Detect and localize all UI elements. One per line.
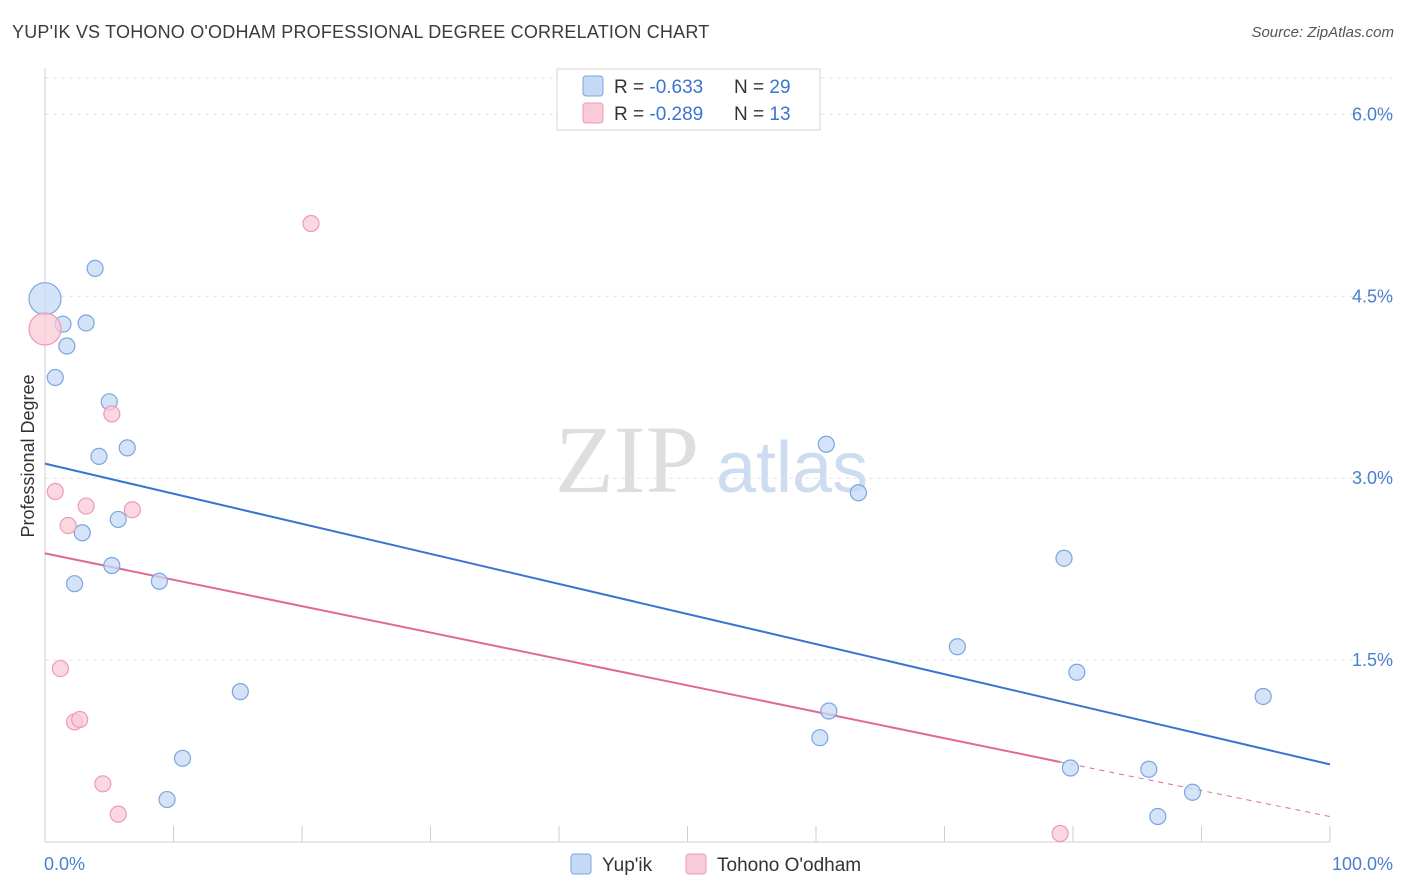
point-yupik: [1140, 760, 1158, 778]
bottom-legend: Yup'ik Tohono O'odham: [570, 853, 861, 876]
watermark-zip: ZIP: [555, 406, 699, 513]
point-tohono: [71, 710, 89, 729]
legend-r-value: -0.289: [649, 104, 703, 125]
point-yupik: [948, 638, 966, 656]
point-tohono: [46, 482, 64, 501]
source-label: Source: ZipAtlas.com: [1251, 24, 1394, 41]
y-tick-label: 1.5%: [1352, 650, 1393, 670]
point-tohono: [123, 501, 141, 519]
chart-title: YUP'IK VS TOHONO O'ODHAM PROFESSIONAL DE…: [12, 22, 710, 42]
bottom-legend-swatch-yupik: [570, 853, 592, 875]
point-yupik: [1061, 759, 1080, 777]
legend-swatch-yupik: [582, 75, 604, 97]
point-yupik: [1254, 687, 1272, 706]
point-tohono: [77, 497, 95, 515]
point-yupik: [65, 575, 84, 593]
point-yupik: [811, 729, 829, 747]
point-yupik: [86, 259, 104, 277]
point-yupik: [1149, 807, 1167, 826]
point-tohono: [94, 775, 112, 793]
point-yupik: [90, 447, 108, 465]
point-yupik: [28, 282, 62, 316]
legend-n-tohono: N = 13: [734, 104, 791, 125]
legend-n-yupik: N = 29: [734, 77, 791, 98]
legend-n-value: 13: [769, 104, 790, 125]
trend-line-yupik: [44, 462, 1331, 766]
point-yupik: [817, 435, 835, 453]
bottom-legend-swatch-tohono: [685, 853, 707, 875]
point-yupik: [103, 556, 121, 575]
point-yupik: [231, 683, 249, 701]
legend-row-yupik: R = -0.633: [614, 77, 703, 98]
axes: [44, 68, 1331, 843]
point-yupik: [73, 524, 91, 542]
grid: [45, 77, 1392, 661]
y-tick-label: 3.0%: [1352, 468, 1393, 488]
trend-line-tohono: [44, 552, 1061, 763]
legend-n-label: N =: [734, 77, 769, 98]
x-tick-label-min: 0.0%: [44, 854, 85, 874]
y-axis-label: Professional Degree: [18, 374, 38, 537]
point-tohono: [103, 405, 121, 423]
point-tohono: [59, 516, 77, 535]
point-tohono: [28, 312, 62, 346]
bottom-legend-label-yupik: Yup'ik: [602, 855, 653, 876]
point-yupik: [109, 510, 127, 529]
trend-lines: [44, 462, 1331, 818]
point-yupik: [820, 702, 838, 720]
point-tohono: [1051, 824, 1069, 843]
bottom-legend-label-tohono: Tohono O'odham: [717, 855, 861, 876]
watermark-atlas: atlas: [716, 428, 868, 508]
legend: R = -0.633 N = 29 R = -0.289 N = 13: [556, 68, 821, 131]
x-tick-label-max: 100.0%: [1332, 854, 1393, 874]
point-yupik: [158, 790, 176, 809]
point-yupik: [118, 439, 136, 457]
point-yupik: [1055, 549, 1073, 567]
point-yupik: [1068, 663, 1086, 681]
legend-r-label: R =: [614, 77, 649, 98]
y-tick-label: 6.0%: [1352, 104, 1393, 124]
legend-r-value: -0.633: [649, 77, 703, 98]
point-tohono: [109, 805, 127, 823]
legend-r-label: R =: [614, 104, 649, 125]
point-yupik: [849, 484, 868, 502]
legend-n-label: N =: [734, 104, 769, 125]
legend-row-tohono: R = -0.289: [614, 104, 703, 125]
point-yupik: [1183, 783, 1202, 801]
point-tohono: [302, 214, 320, 233]
point-yupik: [173, 749, 192, 767]
data-points: [28, 214, 1272, 843]
point-yupik: [150, 572, 168, 590]
y-tick-label: 4.5%: [1352, 286, 1393, 306]
legend-n-value: 29: [769, 77, 790, 98]
point-yupik: [46, 368, 64, 387]
legend-swatch-tohono: [582, 102, 604, 124]
point-yupik: [77, 314, 95, 332]
y-tick-labels: 1.5% 3.0% 4.5% 6.0%: [1352, 104, 1393, 670]
point-tohono: [51, 659, 70, 678]
point-yupik: [58, 337, 76, 355]
